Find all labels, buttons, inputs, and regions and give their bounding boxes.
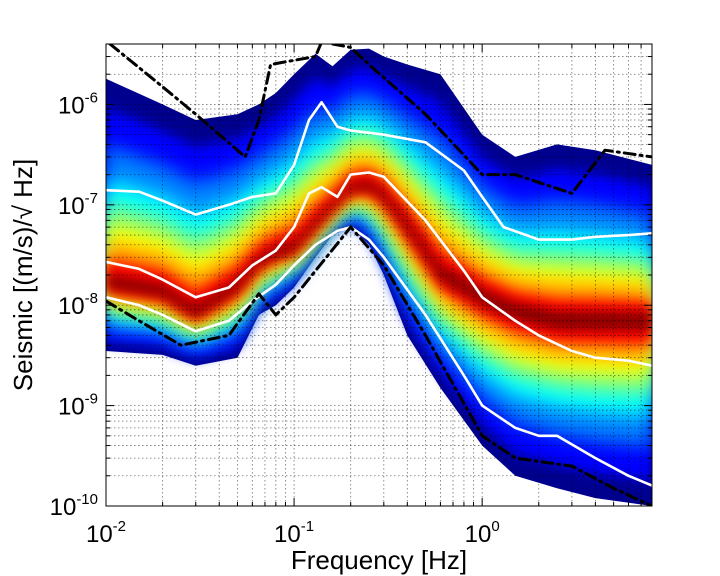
noise-model-high-line — [108, 44, 652, 195]
y-axis-ticks: 10-10 10-9 10-8 10-7 10-6 — [50, 43, 652, 521]
percentile-median-line — [106, 171, 652, 367]
grid — [106, 44, 652, 506]
y-axis-title: Seismic [(m/s)/√ Hz] — [8, 159, 38, 391]
percentile-lower-line — [106, 225, 652, 487]
y-tick-label: 10-7 — [58, 190, 98, 220]
density-band-7 — [106, 170, 652, 343]
y-tick-label: 10-9 — [58, 391, 98, 421]
series-lines — [106, 44, 652, 506]
y-tick-label: 10-8 — [58, 290, 98, 320]
x-axis-ticks: 10-2 10-1 100 — [86, 44, 653, 548]
density-heatmap — [106, 48, 652, 506]
y-tick-label: 10-6 — [58, 89, 98, 119]
x-tick-label: 10-1 — [274, 518, 314, 548]
x-axis-title: Frequency [Hz] — [291, 545, 467, 575]
density-band-8 — [106, 180, 652, 330]
x-tick-label: 100 — [465, 518, 500, 548]
y-tick-label: 10-10 — [50, 491, 98, 521]
x-tick-label: 10-2 — [86, 518, 126, 548]
noise-model-low-line — [106, 225, 652, 506]
percentile-upper-line — [106, 101, 652, 241]
